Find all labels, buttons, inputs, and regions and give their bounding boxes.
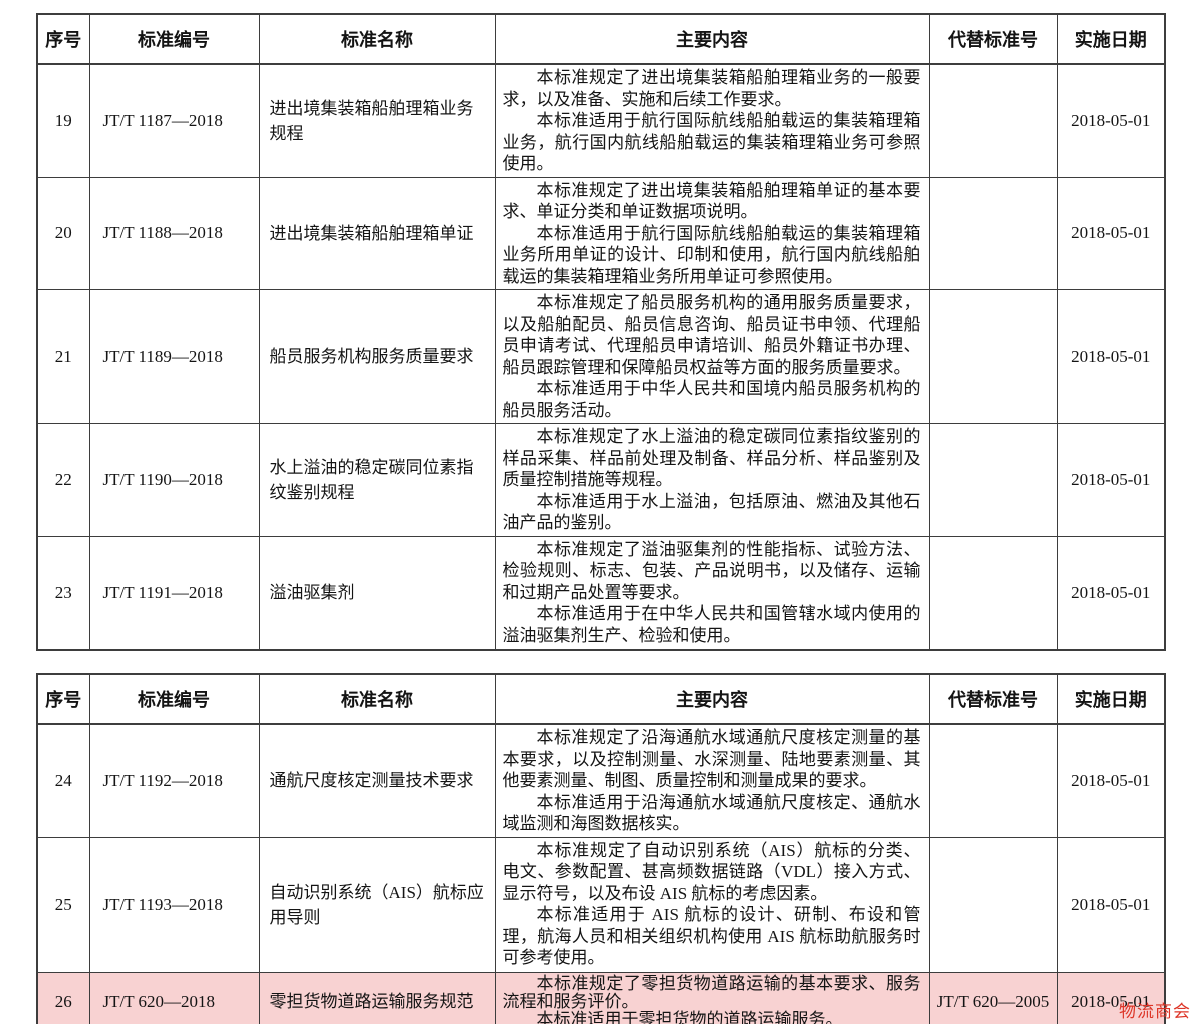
- implementation-date-cell: 2018-05-01: [1056, 723, 1166, 838]
- watermark: 物流商会: [1119, 1002, 1191, 1021]
- standards-table-2: 序号 标准编号 标准名称 主要内容 代替标准号 实施日期 24 JT/T 119…: [36, 673, 1166, 1024]
- serial-cell: 22: [36, 423, 90, 537]
- table-row: 24 JT/T 1192—2018 通航尺度核定测量技术要求 本标准规定了沿海通…: [36, 723, 1166, 838]
- column-header-date: 实施日期: [1056, 13, 1166, 65]
- replaced-standard-cell: [928, 535, 1058, 651]
- replaced-standard-cell: [928, 63, 1058, 178]
- column-header-name: 标准名称: [258, 673, 496, 725]
- table-row: 21 JT/T 1189—2018 船员服务机构服务质量要求 本标准规定了船员服…: [36, 289, 1166, 424]
- main-content-cell: 本标准规定了船员服务机构的通用服务质量要求，以及船舶配员、船员信息咨询、船员证书…: [494, 289, 930, 424]
- content-paragraph: 本标准适用于航行国际航线船舶载运的集装箱理箱业务所用单证的设计、印制和使用，航行…: [502, 223, 921, 286]
- column-header-no: 序号: [36, 13, 90, 65]
- content-paragraph: 本标准适用于 AIS 航标的设计、研制、布设和管理，航海人员和相关组织机构使用 …: [502, 905, 921, 967]
- main-content-cell: 本标准规定了零担货物道路运输的基本要求、服务流程和服务评价。 本标准适用于零担货…: [494, 971, 930, 1024]
- content-paragraph: 本标准规定了零担货物道路运输的基本要求、服务流程和服务评价。: [502, 973, 921, 1011]
- table-row: 19 JT/T 1187—2018 进出境集装箱船舶理箱业务规程 本标准规定了进…: [36, 63, 1166, 178]
- content-paragraph: 本标准规定了自动识别系统（AIS）航标的分类、电文、参数配置、甚高频数据链路（V…: [502, 840, 921, 903]
- standard-name-cell: 自动识别系统（AIS）航标应用导则: [258, 836, 496, 973]
- serial-cell: 23: [36, 535, 90, 651]
- main-content-cell: 本标准规定了进出境集装箱船舶理箱业务的一般要求，以及准备、实施和后续工作要求。 …: [494, 63, 930, 178]
- table-row: 23 JT/T 1191—2018 溢油驱集剂 本标准规定了溢油驱集剂的性能指标…: [36, 535, 1166, 651]
- serial-cell: 21: [36, 289, 90, 424]
- implementation-date-cell: 2018-05-01: [1056, 423, 1166, 537]
- table-row: 25 JT/T 1193—2018 自动识别系统（AIS）航标应用导则 本标准规…: [36, 836, 1166, 973]
- column-header-code: 标准编号: [88, 673, 260, 725]
- table-row: 20 JT/T 1188—2018 进出境集装箱船舶理箱单证 本标准规定了进出境…: [36, 176, 1166, 290]
- standard-name-cell: 溢油驱集剂: [258, 535, 496, 651]
- replaced-standard-cell: JT/T 620—2005: [928, 971, 1058, 1024]
- main-content-cell: 本标准规定了溢油驱集剂的性能指标、试验方法、检验规则、标志、包装、产品说明书，以…: [494, 535, 930, 651]
- header-row: 序号 标准编号 标准名称 主要内容 代替标准号 实施日期: [36, 13, 1166, 65]
- content-paragraph: 本标准适用于零担货物的道路运输服务。: [536, 1009, 843, 1024]
- main-content-cell: 本标准规定了沿海通航水域通航尺度核定测量的基本要求，以及控制测量、水深测量、陆地…: [494, 723, 930, 838]
- implementation-date-cell: 2018-05-01: [1056, 63, 1166, 178]
- standard-name-cell: 船员服务机构服务质量要求: [258, 289, 496, 424]
- column-header-no: 序号: [36, 673, 90, 725]
- standard-name-cell: 水上溢油的稳定碳同位素指纹鉴别规程: [258, 423, 496, 537]
- main-content-cell: 本标准规定了自动识别系统（AIS）航标的分类、电文、参数配置、甚高频数据链路（V…: [494, 836, 930, 973]
- standard-code-cell: JT/T 1187—2018: [88, 63, 260, 178]
- content-paragraph: 本标准规定了沿海通航水域通航尺度核定测量的基本要求，以及控制测量、水深测量、陆地…: [502, 728, 921, 790]
- serial-cell: 26: [36, 971, 90, 1024]
- serial-cell: 20: [36, 176, 90, 290]
- column-header-replaces: 代替标准号: [928, 13, 1058, 65]
- standard-code-cell: JT/T 1188—2018: [88, 176, 260, 290]
- content-paragraph: 本标准适用于沿海通航水域通航尺度核定、通航水域监测和海图数据核实。: [502, 792, 921, 834]
- standards-table-1: 序号 标准编号 标准名称 主要内容 代替标准号 实施日期 19 JT/T 118…: [36, 13, 1166, 651]
- serial-cell: 25: [36, 836, 90, 973]
- content-paragraph: 本标准适用于在中华人民共和国管辖水域内使用的溢油驱集剂生产、检验和使用。: [502, 604, 921, 645]
- standard-name-cell: 进出境集装箱船舶理箱单证: [258, 176, 496, 290]
- implementation-date-cell: 2018-05-01: [1056, 836, 1166, 973]
- implementation-date-cell: 2018-05-01: [1056, 535, 1166, 651]
- standard-code-cell: JT/T 1191—2018: [88, 535, 260, 651]
- standard-code-cell: JT/T 1193—2018: [88, 836, 260, 973]
- replaced-standard-cell: [928, 723, 1058, 838]
- serial-cell: 19: [36, 63, 90, 178]
- column-header-content: 主要内容: [494, 13, 930, 65]
- column-header-content: 主要内容: [494, 673, 930, 725]
- standard-code-cell: JT/T 620—2018: [88, 971, 260, 1024]
- replaced-standard-cell: [928, 289, 1058, 424]
- standard-code-cell: JT/T 1190—2018: [88, 423, 260, 537]
- content-paragraph: 本标准规定了水上溢油的稳定碳同位素指纹鉴别的样品采集、样品前处理及制备、样品分析…: [502, 427, 921, 489]
- table-row-highlighted: 26 JT/T 620—2018 零担货物道路运输服务规范 本标准规定了零担货物…: [36, 971, 1166, 1024]
- main-content-cell: 本标准规定了水上溢油的稳定碳同位素指纹鉴别的样品采集、样品前处理及制备、样品分析…: [494, 423, 930, 537]
- implementation-date-cell: 2018-05-01: [1056, 176, 1166, 290]
- standard-name-cell: 进出境集装箱船舶理箱业务规程: [258, 63, 496, 178]
- standard-code-cell: JT/T 1189—2018: [88, 289, 260, 424]
- content-paragraph: 本标准适用于中华人民共和国境内船员服务机构的船员服务活动。: [502, 379, 921, 420]
- implementation-date-cell: 2018-05-01: [1056, 289, 1166, 424]
- content-paragraph: 本标准规定了船员服务机构的通用服务质量要求，以及船舶配员、船员信息咨询、船员证书…: [502, 293, 921, 377]
- standard-name-cell: 通航尺度核定测量技术要求: [258, 723, 496, 838]
- content-paragraph: 本标准规定了进出境集装箱船舶理箱业务的一般要求，以及准备、实施和后续工作要求。: [502, 68, 921, 109]
- implementation-date-cell: 2018-05-01: [1056, 971, 1166, 1024]
- replaced-standard-cell: [928, 176, 1058, 290]
- column-header-date: 实施日期: [1056, 673, 1166, 725]
- content-paragraph: 本标准规定了进出境集装箱船舶理箱单证的基本要求、单证分类和单证数据项说明。: [502, 180, 921, 222]
- column-header-code: 标准编号: [88, 13, 260, 65]
- main-content-cell: 本标准规定了进出境集装箱船舶理箱单证的基本要求、单证分类和单证数据项说明。 本标…: [494, 176, 930, 290]
- standard-name-cell: 零担货物道路运输服务规范: [258, 971, 496, 1024]
- column-header-replaces: 代替标准号: [928, 673, 1058, 725]
- replaced-standard-cell: [928, 423, 1058, 537]
- content-paragraph: 本标准规定了溢油驱集剂的性能指标、试验方法、检验规则、标志、包装、产品说明书，以…: [502, 539, 921, 602]
- column-header-name: 标准名称: [258, 13, 496, 65]
- content-paragraph: 本标准适用于水上溢油，包括原油、燃油及其他石油产品的鉴别。: [502, 491, 921, 533]
- replaced-standard-cell: [928, 836, 1058, 973]
- header-row: 序号 标准编号 标准名称 主要内容 代替标准号 实施日期: [36, 673, 1166, 725]
- content-paragraph: 本标准适用于航行国际航线船舶载运的集装箱理箱业务，航行国内航线船舶载运的集装箱理…: [502, 111, 921, 173]
- standard-code-cell: JT/T 1192—2018: [88, 723, 260, 838]
- table-row: 22 JT/T 1190—2018 水上溢油的稳定碳同位素指纹鉴别规程 本标准规…: [36, 423, 1166, 537]
- serial-cell: 24: [36, 723, 90, 838]
